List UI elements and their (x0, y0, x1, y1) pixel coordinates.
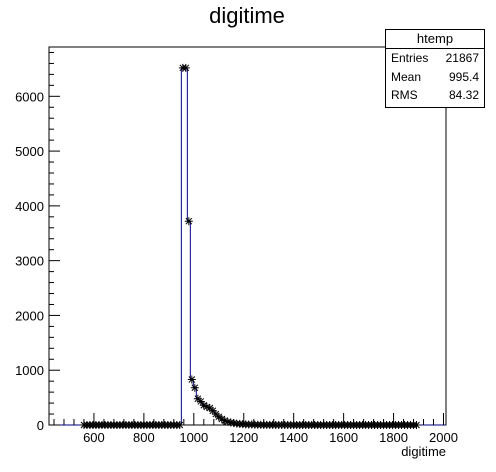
stats-label: Entries (391, 51, 429, 65)
data-point-marker (187, 375, 196, 384)
data-point-marker (217, 414, 226, 423)
x-tick-label: 800 (133, 430, 155, 445)
data-point-marker (175, 421, 184, 429)
y-tick-label: 5000 (15, 144, 44, 159)
data-point-marker (199, 401, 208, 410)
data-point-marker (223, 417, 232, 426)
data-point-marker (190, 383, 199, 392)
x-tick-label: 2000 (429, 430, 458, 445)
stats-value: 995.4 (448, 69, 479, 84)
y-tick-label: 6000 (15, 89, 44, 104)
x-tick-label: 600 (83, 430, 105, 445)
data-point-marker (220, 416, 229, 425)
stats-label: RMS (391, 88, 418, 102)
chart-title: digitime (209, 3, 285, 28)
x-tick-label: 1200 (229, 430, 258, 445)
data-point-marker (184, 217, 193, 226)
x-axis-label: digitime (401, 444, 446, 459)
data-point-marker (412, 421, 421, 429)
x-tick-label: 1400 (279, 430, 308, 445)
y-tick-label: 0 (37, 418, 44, 433)
x-tick-label: 1800 (379, 430, 408, 445)
stats-label: Mean (391, 69, 422, 84)
data-point-marker (181, 63, 190, 72)
y-tick-label: 3000 (15, 254, 44, 269)
y-tick-label: 1000 (15, 363, 44, 378)
y-tick-label: 4000 (15, 199, 44, 214)
x-tick-label: 1000 (179, 430, 208, 445)
y-tick-label: 2000 (15, 308, 44, 323)
data-point-marker (202, 402, 211, 411)
stats-box: htemp Entries 21867 Mean 995.4 RMS 84.32 (385, 29, 485, 108)
data-point-marker (208, 406, 217, 415)
data-point-marker (226, 418, 235, 427)
stats-title: htemp (386, 30, 484, 49)
data-point-marker (196, 397, 205, 406)
stats-value: 21867 (445, 51, 479, 65)
stats-value: 84.32 (448, 88, 479, 102)
stats-row-entries: Entries 21867 (386, 49, 484, 68)
stats-row-rms: RMS 84.32 (386, 86, 484, 105)
stats-row-mean: Mean 995.4 (386, 68, 484, 87)
data-point-marker (214, 412, 223, 421)
histogram-outline (49, 67, 446, 426)
x-tick-label: 1600 (329, 430, 358, 445)
